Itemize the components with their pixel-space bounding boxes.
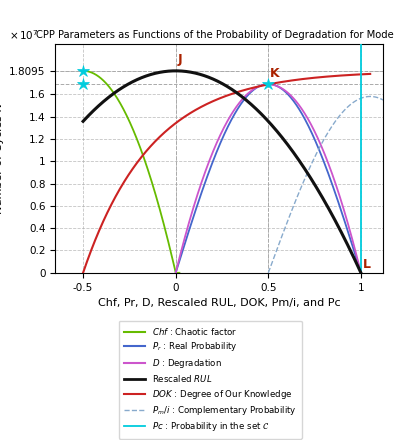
Text: J: J xyxy=(177,53,182,66)
Title: CPP Parameters as Functions of the Probability of Degradation for Mode 3: CPP Parameters as Functions of the Proba… xyxy=(36,30,395,40)
Legend: $\mathit{Chf}$ : Chaotic factor, $P_r$ : Real Probability, $\mathit{D}$ : Degrad: $\mathit{Chf}$ : Chaotic factor, $P_r$ :… xyxy=(118,321,302,439)
X-axis label: Chf, Pr, D, Rescaled RUL, DOK, Pm/i, and Pc: Chf, Pr, D, Rescaled RUL, DOK, Pm/i, and… xyxy=(98,298,340,308)
Text: $\times\,10^7$: $\times\,10^7$ xyxy=(9,28,39,42)
Text: L: L xyxy=(363,257,371,271)
Y-axis label: Number of Cycles N: Number of Cycles N xyxy=(0,103,4,214)
Text: K: K xyxy=(270,67,280,80)
